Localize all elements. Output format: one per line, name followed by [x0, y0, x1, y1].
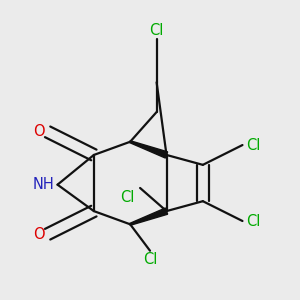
Text: O: O	[33, 124, 44, 139]
Text: Cl: Cl	[246, 137, 260, 152]
Polygon shape	[130, 208, 168, 225]
Text: Cl: Cl	[120, 190, 134, 205]
Text: Cl: Cl	[246, 214, 260, 229]
Text: Cl: Cl	[149, 23, 164, 38]
Text: Cl: Cl	[143, 252, 157, 267]
Text: NH: NH	[32, 177, 54, 192]
Polygon shape	[130, 141, 168, 158]
Text: O: O	[33, 227, 44, 242]
